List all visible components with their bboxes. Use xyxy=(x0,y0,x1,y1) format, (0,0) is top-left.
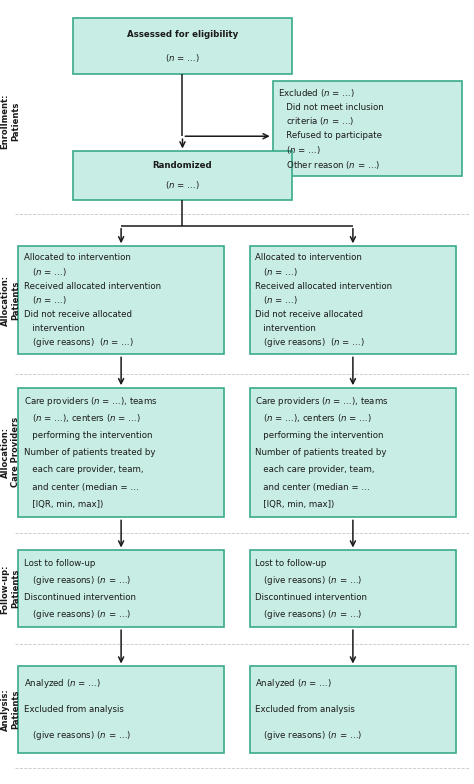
Text: Care providers ($n$ = …), teams: Care providers ($n$ = …), teams xyxy=(255,395,389,408)
Text: [IQR, min, max]): [IQR, min, max]) xyxy=(255,499,335,509)
Text: Did not receive allocated: Did not receive allocated xyxy=(24,310,132,319)
FancyBboxPatch shape xyxy=(73,18,292,74)
Text: Analyzed ($n$ = …): Analyzed ($n$ = …) xyxy=(255,677,332,691)
Text: each care provider, team,: each care provider, team, xyxy=(255,466,375,474)
Text: [IQR, min, max]): [IQR, min, max]) xyxy=(24,499,103,509)
Text: Care providers ($n$ = …), teams: Care providers ($n$ = …), teams xyxy=(24,395,157,408)
Text: Follow-up:
Patients: Follow-up: Patients xyxy=(0,564,20,614)
Text: ($n$ = …): ($n$ = …) xyxy=(278,144,321,156)
Text: (give reasons) ($n$ = …): (give reasons) ($n$ = …) xyxy=(24,574,131,587)
Text: each care provider, team,: each care provider, team, xyxy=(24,466,143,474)
Text: (give reasons)  ($n$ = …): (give reasons) ($n$ = …) xyxy=(255,336,365,349)
Text: Number of patients treated by: Number of patients treated by xyxy=(24,448,155,457)
Text: Did not receive allocated: Did not receive allocated xyxy=(255,310,364,319)
FancyBboxPatch shape xyxy=(73,151,292,200)
Text: Allocation:
Patients: Allocation: Patients xyxy=(0,274,20,326)
Text: Allocated to intervention: Allocated to intervention xyxy=(24,253,130,263)
Text: Discontinued intervention: Discontinued intervention xyxy=(24,593,136,601)
Text: Allocated to intervention: Allocated to intervention xyxy=(255,253,362,263)
FancyBboxPatch shape xyxy=(18,388,224,517)
Text: Received allocated intervention: Received allocated intervention xyxy=(24,281,161,291)
FancyBboxPatch shape xyxy=(18,550,224,627)
Text: and center (median = …: and center (median = … xyxy=(24,482,139,492)
Text: (⁠$n$ = …): (⁠$n$ = …) xyxy=(165,52,200,64)
Text: performing the intervention: performing the intervention xyxy=(24,431,152,440)
FancyBboxPatch shape xyxy=(18,246,224,354)
Text: ($n$ = …), centers ($n$ = …): ($n$ = …), centers ($n$ = …) xyxy=(255,412,373,424)
Text: Excluded from analysis: Excluded from analysis xyxy=(24,705,124,714)
Text: performing the intervention: performing the intervention xyxy=(255,431,384,440)
Text: (give reasons) ($n$ = …): (give reasons) ($n$ = …) xyxy=(24,608,131,621)
Text: Excluded from analysis: Excluded from analysis xyxy=(255,705,356,714)
Text: Analysis:
Patients: Analysis: Patients xyxy=(0,688,20,731)
FancyBboxPatch shape xyxy=(250,666,456,753)
Text: Assessed for eligibility: Assessed for eligibility xyxy=(127,30,238,39)
FancyBboxPatch shape xyxy=(250,388,456,517)
Text: Randomized: Randomized xyxy=(153,162,212,170)
Text: (give reasons) ($n$ = …): (give reasons) ($n$ = …) xyxy=(255,574,363,587)
Text: (give reasons) ($n$ = …): (give reasons) ($n$ = …) xyxy=(255,728,363,742)
Text: Allocation:
Care Providers: Allocation: Care Providers xyxy=(0,417,20,488)
Text: (give reasons)  ($n$ = …): (give reasons) ($n$ = …) xyxy=(24,336,134,349)
Text: intervention: intervention xyxy=(24,324,84,333)
Text: (give reasons) ($n$ = …): (give reasons) ($n$ = …) xyxy=(255,608,363,621)
Text: Lost to follow-up: Lost to follow-up xyxy=(24,559,95,568)
Text: Excluded ($n$ = …): Excluded ($n$ = …) xyxy=(278,87,355,99)
Text: Enrollment:
Patients: Enrollment: Patients xyxy=(0,94,20,149)
Text: ($n$ = …): ($n$ = …) xyxy=(24,266,67,278)
Text: criteria ($n$ = …): criteria ($n$ = …) xyxy=(278,115,355,127)
Text: Analyzed ($n$ = …): Analyzed ($n$ = …) xyxy=(24,677,100,691)
Text: Refused to participate: Refused to participate xyxy=(278,131,382,140)
Text: ($n$ = …): ($n$ = …) xyxy=(165,180,200,191)
Text: Received allocated intervention: Received allocated intervention xyxy=(255,281,392,291)
Text: and center (median = …: and center (median = … xyxy=(255,482,371,492)
FancyBboxPatch shape xyxy=(273,81,462,176)
Text: ($n$ = …), centers ($n$ = …): ($n$ = …), centers ($n$ = …) xyxy=(24,412,141,424)
Text: Lost to follow-up: Lost to follow-up xyxy=(255,559,327,568)
Text: Other reason ($n$ = …): Other reason ($n$ = …) xyxy=(278,158,381,170)
Text: ($n$ = …): ($n$ = …) xyxy=(255,294,299,307)
FancyBboxPatch shape xyxy=(18,666,224,753)
FancyBboxPatch shape xyxy=(250,246,456,354)
Text: Discontinued intervention: Discontinued intervention xyxy=(255,593,367,601)
Text: ($n$ = …): ($n$ = …) xyxy=(24,294,67,307)
Text: (give reasons) ($n$ = …): (give reasons) ($n$ = …) xyxy=(24,728,131,742)
Text: Number of patients treated by: Number of patients treated by xyxy=(255,448,387,457)
FancyBboxPatch shape xyxy=(250,550,456,627)
Text: intervention: intervention xyxy=(255,324,316,333)
Text: ($n$ = …): ($n$ = …) xyxy=(255,266,299,278)
Text: Did not meet inclusion: Did not meet inclusion xyxy=(278,103,384,111)
